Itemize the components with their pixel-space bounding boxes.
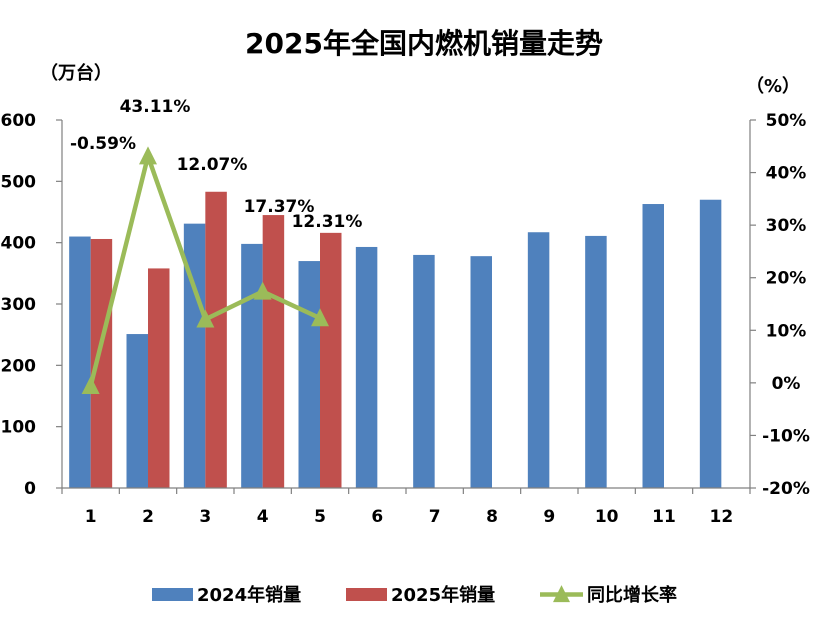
bar-sales-2025-5 <box>320 232 342 488</box>
legend-label-sales-2024: 2024年销量 <box>197 584 301 606</box>
legend-item-sales-2025: 2025年销量 <box>346 584 495 606</box>
bar-sales-2024-6 <box>355 246 378 488</box>
right-axis-tick-label: -20% <box>762 479 810 499</box>
chart-title: 2025年全国内燃机销量走势 <box>245 27 603 60</box>
bar-group <box>69 191 722 489</box>
left-axis-title: （万台） <box>40 62 112 84</box>
bar-sales-2025-2 <box>148 268 170 488</box>
data-label-yoy-growth-2: 43.11% <box>120 97 191 117</box>
legend-item-sales-2024: 2024年销量 <box>152 584 301 606</box>
x-axis-tick-label: 5 <box>314 507 326 527</box>
right-axis-tick-label: 0% <box>772 374 801 394</box>
x-axis-tick-label: 10 <box>595 507 619 527</box>
left-axis-tick-label: 100 <box>1 418 37 438</box>
left-axis-tick-label: 400 <box>1 234 37 254</box>
right-axis-tick-label: 20% <box>766 269 807 289</box>
legend-swatch-sales-2024 <box>152 588 193 601</box>
right-axis-tick-label: -10% <box>762 426 810 446</box>
x-axis-tick-label: 6 <box>371 507 383 527</box>
data-label-yoy-growth-3: 12.07% <box>177 155 248 175</box>
legend: 2024年销量 2025年销量 同比增长率 <box>152 584 677 606</box>
data-label-yoy-growth-4: 17.37% <box>244 197 315 217</box>
axes-group: 0 100 200 300 400 500 600 -20% -10% 0% 10% 20% 30% 40… <box>1 111 810 527</box>
x-axis-tick-label: 7 <box>429 507 441 527</box>
left-axis-tick-label: 0 <box>24 479 36 499</box>
left-axis-tick-label: 500 <box>1 172 37 192</box>
bar-sales-2025-1 <box>90 238 113 488</box>
marker-yoy-growth-5 <box>311 308 329 327</box>
marker-yoy-growth-2 <box>139 146 157 165</box>
bar-sales-2024-11 <box>642 204 664 488</box>
bar-sales-2024-1 <box>69 236 91 488</box>
bar-sales-2024-3 <box>183 223 206 489</box>
right-axis-tick-label: 30% <box>766 216 807 236</box>
left-axis-tick-label: 200 <box>1 356 37 376</box>
legend-marker-triangle-icon <box>553 585 570 603</box>
left-axis-tick-label: 600 <box>1 111 37 131</box>
marker-yoy-growth-1 <box>81 376 100 395</box>
x-axis-tick-label: 12 <box>709 507 733 527</box>
right-axis-tick-label: 10% <box>766 321 807 341</box>
legend-swatch-sales-2025 <box>346 588 387 601</box>
x-axis-tick-label: 8 <box>486 507 498 527</box>
marker-yoy-growth-3 <box>196 309 215 328</box>
marker-yoy-growth-4 <box>253 281 272 300</box>
legend-label-yoy-growth: 同比增长率 <box>587 584 677 606</box>
bar-sales-2024-8 <box>470 256 492 488</box>
bar-sales-2024-12 <box>699 199 722 488</box>
right-axis-title: （%） <box>746 76 800 97</box>
legend-label-sales-2025: 2025年销量 <box>391 584 495 606</box>
bar-sales-2024-9 <box>527 232 550 488</box>
data-label-yoy-growth-1: -0.59% <box>70 134 136 154</box>
bar-sales-2024-4 <box>241 243 263 488</box>
x-axis-tick-label: 1 <box>85 507 97 527</box>
x-axis-tick-label: 9 <box>543 507 555 527</box>
x-axis-tick-label: 11 <box>652 507 676 527</box>
right-axis-tick-label: 40% <box>766 164 807 184</box>
growth-line-group <box>81 146 329 395</box>
x-axis-tick-label: 2 <box>142 507 154 527</box>
bar-sales-2024-7 <box>413 254 435 488</box>
left-axis-tick-label: 300 <box>1 295 37 315</box>
bar-sales-2024-2 <box>126 334 148 488</box>
data-label-yoy-growth-5: 12.31% <box>292 212 363 232</box>
x-axis-tick-label: 4 <box>257 507 269 527</box>
bar-sales-2024-5 <box>298 261 320 488</box>
bar-sales-2024-10 <box>585 235 607 488</box>
legend-item-yoy-growth: 同比增长率 <box>540 584 677 606</box>
right-axis-tick-label: 50% <box>766 111 807 131</box>
bar-sales-2025-4 <box>262 215 285 489</box>
x-axis-tick-label: 3 <box>199 507 211 527</box>
data-label-group: -0.59% 43.11% 12.07% 17.37%12.31% <box>70 97 362 232</box>
bar-sales-2025-3 <box>205 191 227 488</box>
